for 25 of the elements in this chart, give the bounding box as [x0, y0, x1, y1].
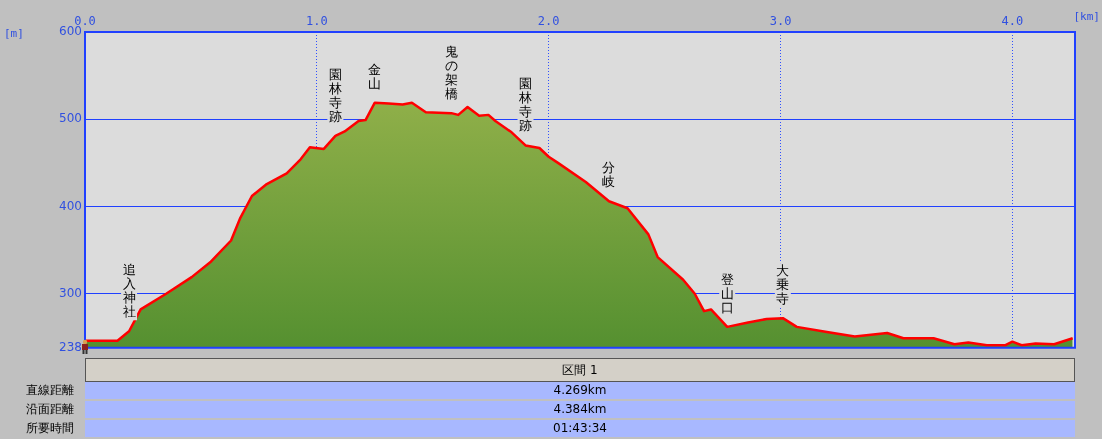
annotation: 園林寺跡 — [518, 76, 533, 134]
text: 区間 1 — [85, 358, 1075, 382]
text: 4.384km — [85, 401, 1075, 418]
y-tick-label: 400 — [59, 198, 82, 213]
annotation: 鬼の架橋 — [444, 44, 458, 102]
text: 沿面距離 — [26, 401, 74, 418]
x-tick-label: 3.0 — [769, 13, 792, 28]
y-tick-label: 238 — [59, 339, 82, 354]
x-tick-label: 1.0 — [306, 13, 328, 28]
text: 4.269km — [85, 382, 1075, 399]
text: 直線距離 — [26, 382, 74, 399]
annotation: 追入神社 — [122, 262, 136, 320]
annotation: 登山口 — [720, 271, 734, 315]
annotation: 大乗寺 — [776, 263, 790, 307]
y-tick-label: 500 — [59, 111, 82, 126]
annotation: 金山 — [368, 61, 382, 91]
annotation: 園林寺跡 — [327, 66, 342, 124]
x-tick-label: 4.0 — [1001, 13, 1024, 28]
x-axis-title: [km] — [1073, 9, 1100, 23]
y-tick-label: 300 — [59, 285, 82, 300]
annotation: 分岐 — [602, 160, 616, 190]
text: 所要時間 — [26, 420, 74, 437]
x-tick-label: 2.0 — [537, 13, 560, 28]
y-axis-title: [m] — [4, 26, 24, 40]
text: 01:43:34 — [85, 420, 1075, 437]
